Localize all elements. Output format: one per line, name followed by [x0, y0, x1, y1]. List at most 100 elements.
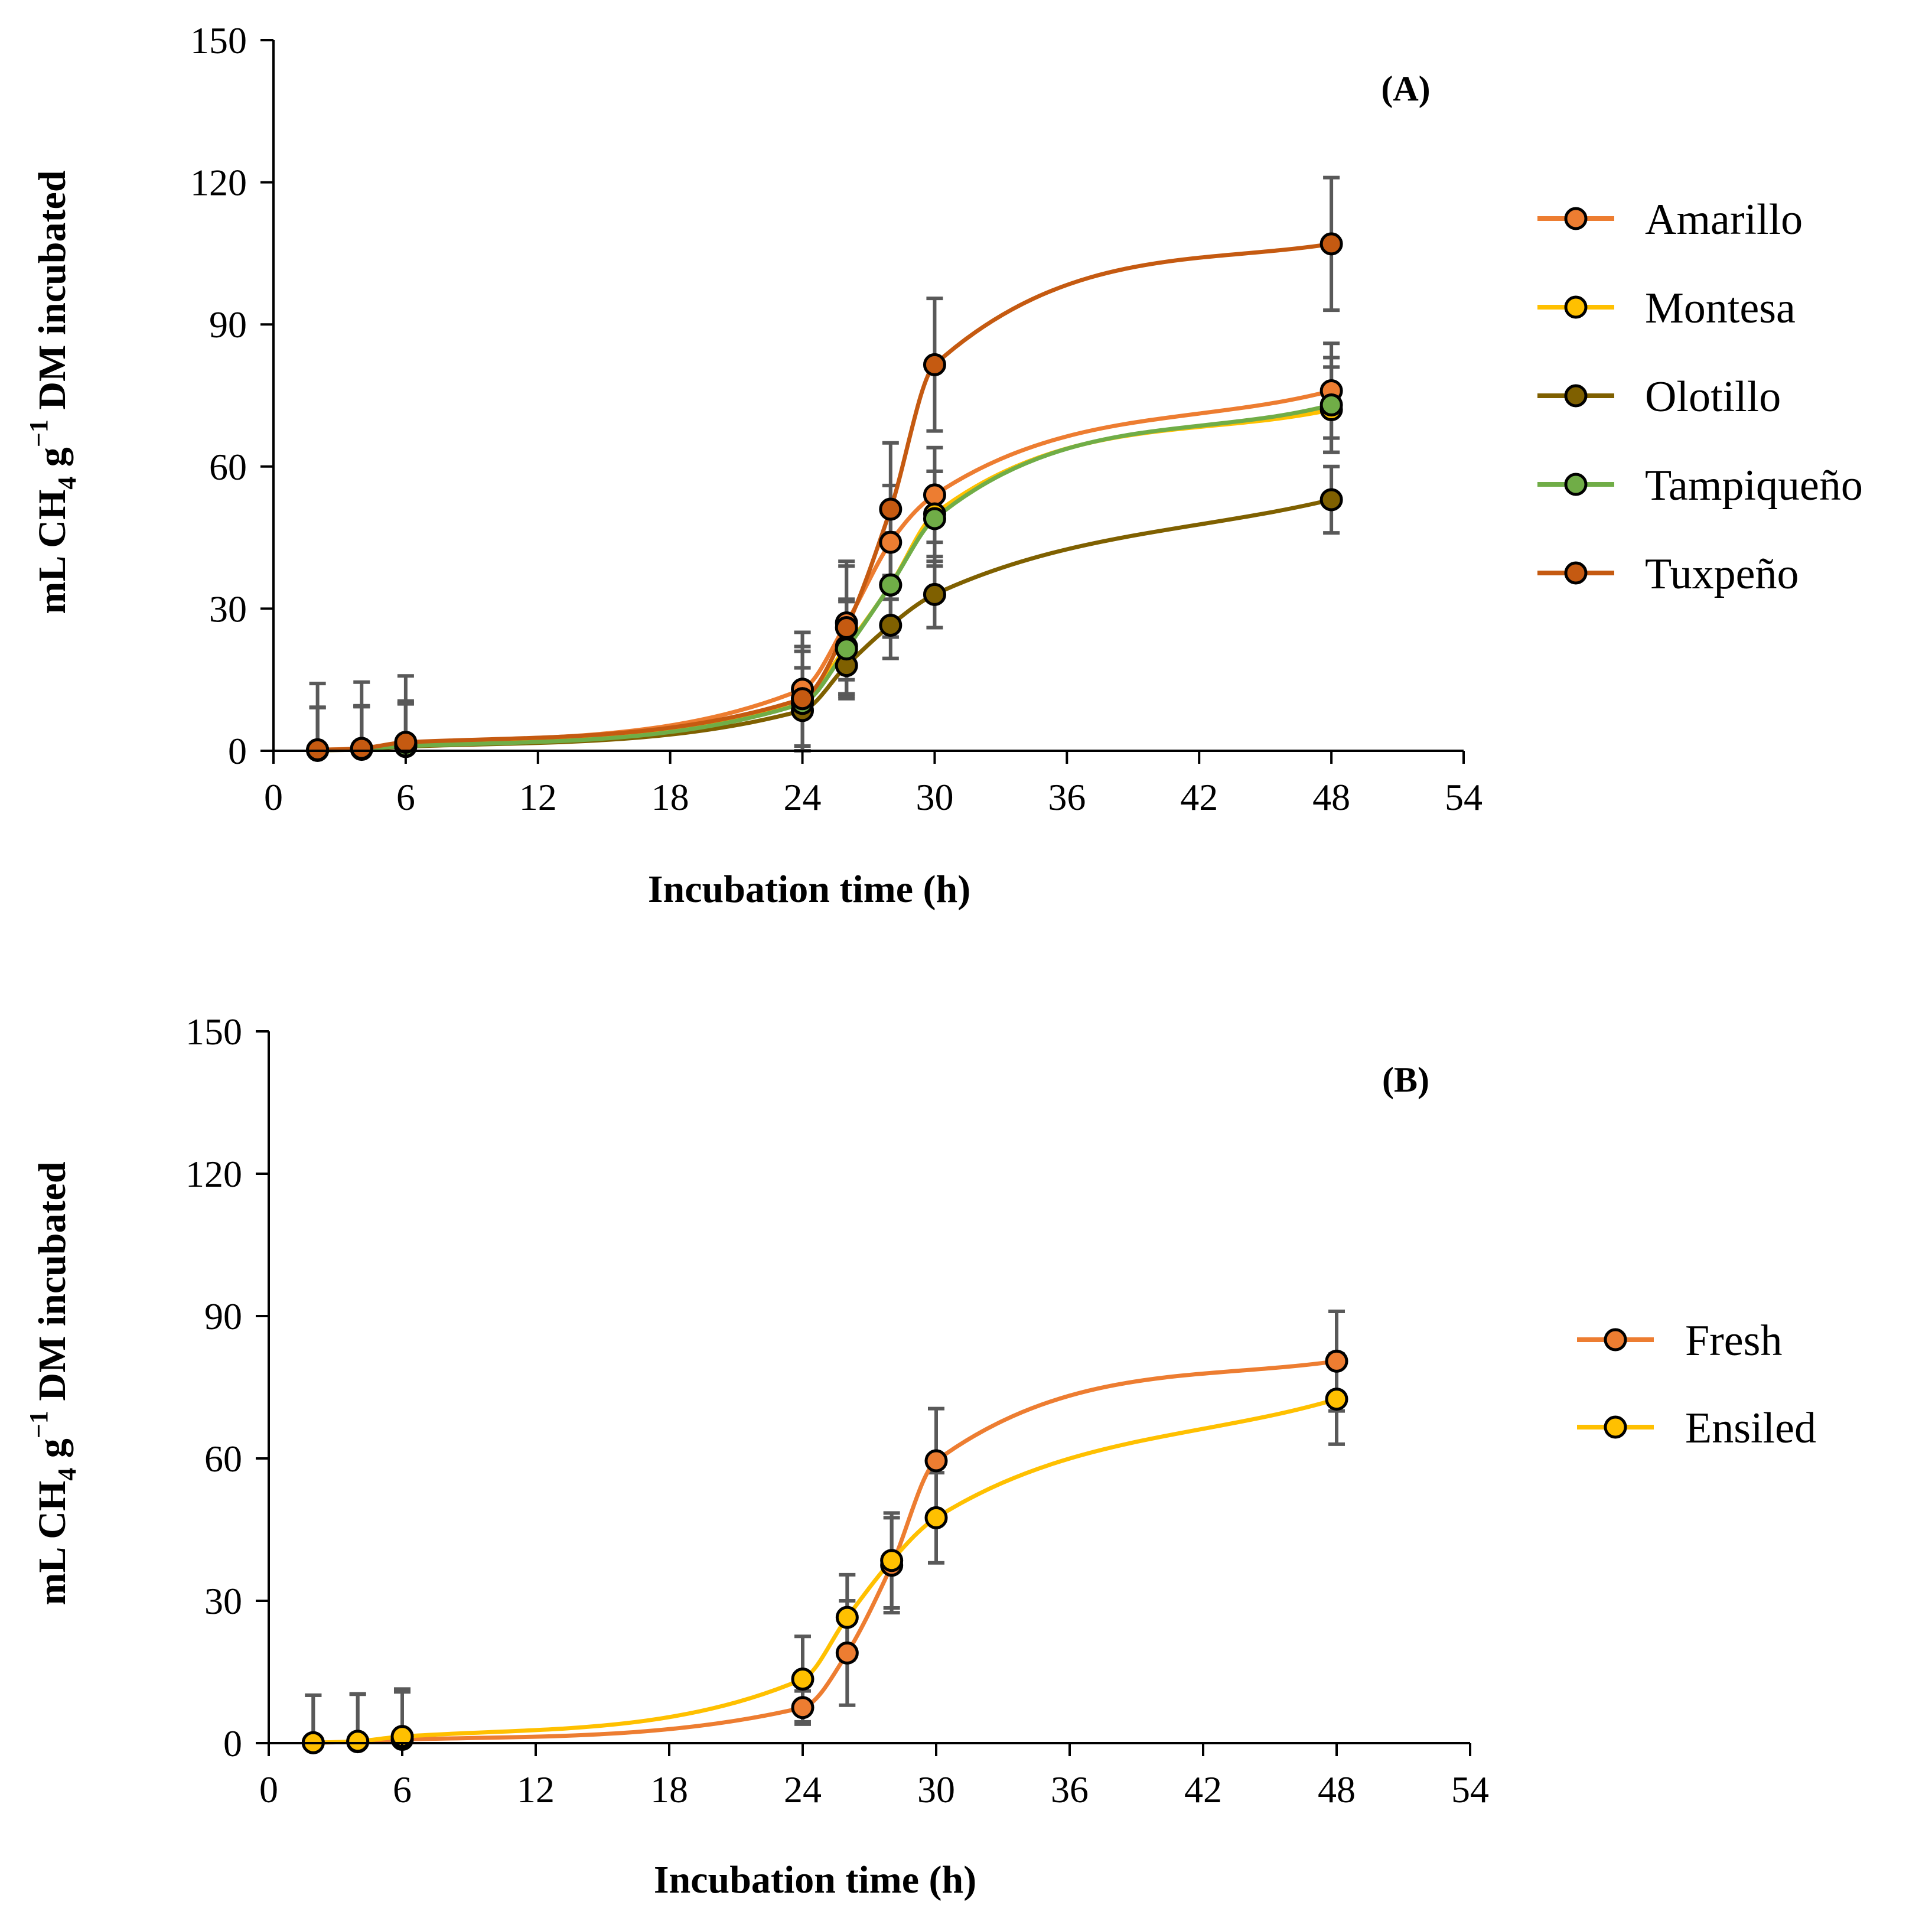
x-tick-label: 18: [650, 1769, 688, 1810]
y-tick-label: 30: [204, 1580, 242, 1622]
x-tick-label: 6: [393, 1769, 412, 1810]
data-point-tuxpe-o: [791, 687, 814, 711]
x-axis-title: Incubation time (h): [648, 868, 970, 911]
y-axis-title-sub: 4: [53, 1468, 82, 1481]
legend-swatch-marker: [1564, 295, 1588, 319]
y-tick-label: 90: [209, 304, 247, 346]
y-tick-label: 0: [228, 730, 247, 772]
x-tick-label: 0: [264, 776, 283, 818]
legend-swatch-marker: [1604, 1415, 1627, 1439]
x-tick-label: 54: [1451, 1769, 1489, 1810]
data-point-ensiled: [346, 1730, 370, 1753]
panel-label: (B): [1382, 1060, 1429, 1099]
legend-item-montesa: Montesa: [1537, 284, 1796, 333]
legend-item-ensiled: Ensiled: [1577, 1404, 1816, 1453]
legend: Fresh Ensiled: [1577, 1317, 1816, 1453]
x-tick-label: 18: [651, 776, 689, 818]
x-tick-label: 6: [396, 776, 415, 818]
chart-panel-b: 0 30 60 90 120 150 0 6 12 18 24 30 36 42 48 54 Incubati…: [24, 1011, 1816, 1901]
x-tick-label: 48: [1312, 776, 1350, 818]
legend-label: Fresh: [1685, 1317, 1782, 1365]
y-axis-title-sup: −1: [24, 1411, 53, 1438]
x-tick-label: 30: [915, 776, 953, 818]
y-axis-title-part: DM incubated: [31, 1161, 74, 1411]
x-tick-label: 0: [259, 1769, 278, 1810]
legend-swatch-marker: [1564, 473, 1588, 496]
data-point-ensiled: [1325, 1388, 1348, 1411]
data-point-olotillo: [879, 613, 903, 637]
data-point-olotillo: [1320, 488, 1343, 512]
y-axis-title: mL CH4 g−1 DM incubated: [24, 1161, 82, 1605]
legend-item-amarillo: Amarillo: [1537, 196, 1803, 244]
data-point-tuxpe-o: [835, 616, 858, 639]
data-point-tuxpe-o: [1320, 232, 1343, 256]
y-tick-label: 150: [190, 19, 247, 61]
y-axis-title-sub: 4: [53, 477, 82, 490]
y-axis-title-sup: −1: [24, 419, 53, 447]
legend-swatch-marker: [1564, 207, 1588, 230]
legend-label: Tuxpeño: [1645, 550, 1799, 598]
panel-label: (A): [1381, 69, 1430, 108]
data-point-tampique-o: [923, 507, 946, 530]
y-tick-label: 90: [204, 1295, 242, 1337]
data-point-ensiled: [880, 1549, 904, 1572]
x-tick-label: 54: [1445, 776, 1483, 818]
data-point-tampique-o: [879, 573, 903, 597]
y-tick-label: 120: [185, 1153, 242, 1195]
legend-label: Olotillo: [1645, 373, 1781, 421]
legend-label: Amarillo: [1645, 196, 1803, 244]
y-axis-title-part: mL CH: [31, 1481, 74, 1606]
data-point-ensiled: [835, 1606, 859, 1629]
data-point-amarillo: [879, 530, 903, 554]
data-point-amarillo: [923, 483, 946, 507]
legend-item-tampique-o: Tampiqueño: [1537, 461, 1863, 510]
legend-label: Tampiqueño: [1645, 461, 1863, 510]
data-point-tuxpe-o: [923, 353, 946, 376]
legend-label: Montesa: [1645, 284, 1796, 333]
data-point-ensiled: [924, 1506, 948, 1529]
y-axis-title-part: g: [31, 1438, 74, 1468]
y-axis-title-part: g: [31, 447, 74, 477]
y-tick-label: 120: [190, 162, 247, 204]
data-point-fresh: [835, 1641, 859, 1665]
y-tick-label: 60: [209, 446, 247, 488]
data-point-ensiled: [791, 1668, 814, 1691]
legend-item-tuxpe-o: Tuxpeño: [1537, 550, 1799, 598]
data-point-tampique-o: [835, 637, 858, 661]
data-point-olotillo: [923, 582, 946, 606]
y-tick-label: 30: [209, 588, 247, 630]
x-tick-label: 30: [917, 1769, 955, 1810]
legend-swatch-marker: [1604, 1328, 1627, 1352]
legend-item-olotillo: Olotillo: [1537, 373, 1781, 421]
chart-panel-a: 0 30 60 90 120 150 0 6 12 18 24 30 36 42 48 54 Incubati…: [24, 19, 1863, 911]
y-tick-label: 60: [204, 1438, 242, 1480]
legend-swatch-marker: [1564, 384, 1588, 408]
x-tick-label: 36: [1048, 776, 1086, 818]
y-tick-label: 150: [185, 1011, 242, 1053]
y-axis-title: mL CH4 g−1 DM incubated: [24, 170, 82, 614]
x-tick-label: 12: [519, 776, 557, 818]
legend-label: Ensiled: [1685, 1404, 1816, 1453]
data-point-fresh: [1325, 1349, 1348, 1373]
data-point-fresh: [924, 1449, 948, 1473]
legend-item-fresh: Fresh: [1577, 1317, 1782, 1365]
data-point-fresh: [791, 1696, 814, 1720]
y-tick-label: 0: [223, 1722, 242, 1764]
x-tick-label: 12: [517, 1769, 555, 1810]
y-axis-title-part: DM incubated: [31, 170, 74, 419]
legend: Amarillo Montesa Olotillo Tampiqueño Tuxpeño: [1537, 196, 1863, 598]
x-tick-label: 42: [1184, 1769, 1222, 1810]
x-tick-label: 24: [784, 776, 822, 818]
y-axis-title-part: mL CH: [31, 490, 74, 614]
data-point-tuxpe-o: [394, 731, 418, 754]
x-tick-label: 24: [784, 1769, 822, 1810]
legend-swatch-marker: [1564, 561, 1588, 585]
x-axis-title: Incubation time (h): [654, 1858, 976, 1901]
data-point-tuxpe-o: [879, 497, 903, 521]
x-tick-label: 42: [1180, 776, 1218, 818]
x-tick-label: 36: [1051, 1769, 1089, 1810]
data-point-tampique-o: [1320, 393, 1343, 417]
data-point-tuxpe-o: [350, 737, 373, 760]
x-tick-label: 48: [1318, 1769, 1356, 1810]
